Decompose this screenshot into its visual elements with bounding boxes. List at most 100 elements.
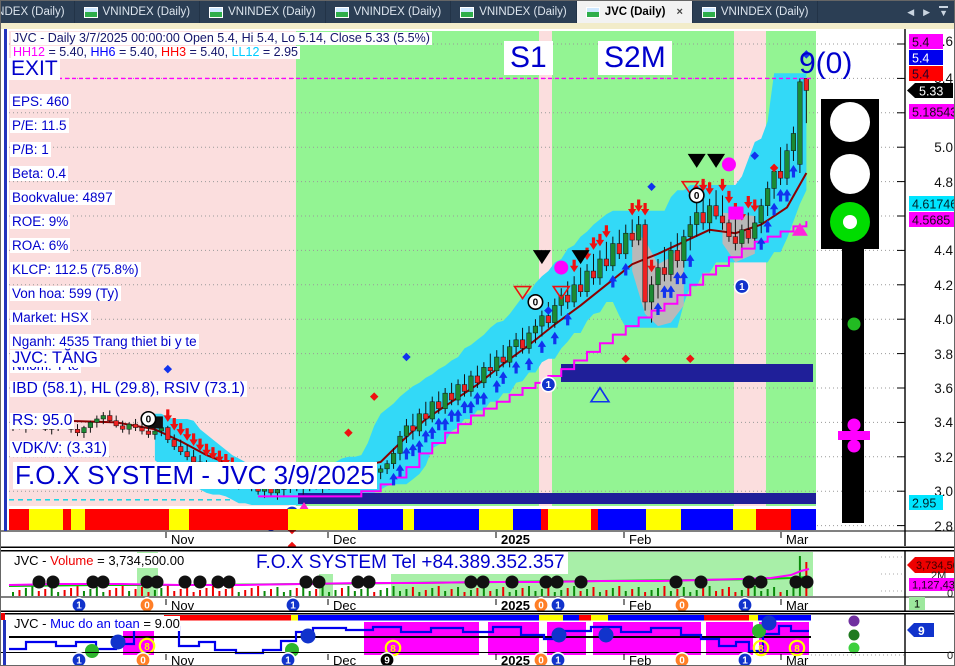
volume-pane[interactable]: NovDec2025FebMar10101013,734,5002M1,127,… (1, 550, 955, 612)
svg-text:1: 1 (290, 601, 296, 612)
svg-text:8: 8 (758, 644, 764, 655)
svg-text:2025: 2025 (501, 598, 530, 612)
svg-text:5.18543: 5.18543 (912, 106, 955, 120)
svg-text:0: 0 (679, 656, 685, 666)
tab-label: JVC (Daily) (604, 6, 666, 18)
tabbar-divider (1, 23, 954, 29)
signal-s2m-label: S2M (598, 41, 672, 75)
tab-vnindex-daily-0[interactable]: VNINDEX (Daily) (1, 1, 75, 23)
volume-event-dot (299, 575, 313, 589)
svg-text:1: 1 (739, 282, 745, 293)
volume-event-dot (550, 575, 564, 589)
fundamental-line: Nganh: 4535 Trang thiet bi y te (10, 334, 199, 349)
chart-thumbnail-icon (585, 6, 600, 18)
indicator-values-line: HH12 = 5.40, HH6 = 5.40, HH3 = 5.40, LL1… (11, 45, 300, 60)
svg-text:4.2: 4.2 (934, 278, 953, 293)
tab-label: VNINDEX (Daily) (102, 6, 191, 18)
tab-scroll-left-icon[interactable]: ◀ (907, 6, 915, 17)
tab-vnindex-daily-6[interactable]: VNINDEX (Daily) (693, 1, 819, 23)
chart-thumbnail-icon (334, 6, 349, 18)
svg-text:Dec: Dec (333, 532, 357, 547)
indicator-value: = 2.95 (259, 45, 298, 59)
svg-text:0: 0 (947, 650, 953, 662)
svg-text:1: 1 (742, 656, 748, 666)
rs-label: RS: 95.0 (10, 412, 75, 430)
volume-event-dot (32, 575, 46, 589)
volume-event-dot (476, 575, 490, 589)
fundamentals-block: EPS: 460 P/E: 11.5 P/B: 1 Beta: 0.4 Bookvalu… (10, 93, 199, 381)
svg-text:8: 8 (390, 644, 396, 655)
trend-label: JVC: TĂNG (10, 349, 100, 368)
fundamental-line: P/B: 1 (10, 142, 51, 157)
volume-event-dot (505, 575, 519, 589)
fox-phone-watermark: F.O.X SYSTEM Tel +84.389.352.357 (253, 552, 568, 574)
svg-text:3.6: 3.6 (934, 381, 953, 396)
svg-text:4.61746: 4.61746 (912, 198, 955, 212)
svg-text:Nov: Nov (171, 532, 195, 547)
svg-text:0: 0 (144, 601, 150, 612)
vdk-label: VDK/V: (3.31) (10, 440, 110, 458)
tab-label: VNINDEX (Daily) (353, 6, 442, 18)
svg-text:Feb: Feb (629, 598, 651, 612)
tab-menu-icon[interactable]: ▼ (939, 6, 948, 18)
tab-vnindex-daily-4[interactable]: VNINDEX (Daily) (451, 1, 577, 23)
chart-title: JVC - Daily 3/7/2025 00:00:00 Open 5.4, … (11, 31, 432, 46)
tab-jvc-daily-[interactable]: JVC (Daily) × (576, 1, 693, 23)
close-icon[interactable]: × (676, 6, 683, 18)
svg-text:0: 0 (146, 415, 152, 426)
traffic-light-gauge (821, 99, 879, 523)
svg-text:1: 1 (546, 380, 552, 391)
svg-text:1: 1 (555, 601, 561, 612)
tab-vnindex-daily-3[interactable]: VNINDEX (Daily) (326, 1, 452, 23)
svg-text:1: 1 (285, 656, 291, 666)
fundamental-line: P/E: 11.5 (10, 118, 69, 133)
svg-text:0: 0 (538, 656, 544, 666)
volume-title-value: = 3,734,500.00 (93, 553, 185, 568)
svg-text:4.5685: 4.5685 (912, 214, 950, 228)
tab-scroll-right-icon[interactable]: ▶ (923, 6, 931, 17)
svg-text:0: 0 (538, 601, 544, 612)
chart-thumbnail-icon (701, 6, 716, 18)
svg-text:2.8: 2.8 (934, 519, 953, 534)
tab-vnindex-daily-2[interactable]: VNINDEX (Daily) (200, 1, 326, 23)
fundamental-line: Bookvalue: 4897 (10, 190, 115, 205)
svg-text:9: 9 (384, 656, 390, 666)
safety-pane[interactable]: 8 8 8 8 Nov Dec 2025 Feb Mar 1 0 1 9 0 1 0 1 9 0 (1, 613, 955, 666)
svg-text:Mar: Mar (786, 653, 809, 666)
volume-event-dot (312, 575, 326, 589)
svg-text:Feb: Feb (629, 532, 651, 547)
indicator-value: = 5.40, (186, 45, 232, 59)
tab-label: VNINDEX (Daily) (720, 6, 809, 18)
fundamental-line: Von hoa: 599 (Ty) (10, 286, 121, 301)
volume-event-dot (464, 575, 478, 589)
main-price-chart[interactable]: 00011⊕!NovDec2025FebMar5.65.45.04.84.44.… (1, 29, 955, 548)
svg-text:2.95: 2.95 (912, 497, 936, 511)
svg-text:3.2: 3.2 (934, 450, 953, 465)
volume-event-dot (96, 575, 110, 589)
volume-event-dot (574, 575, 588, 589)
svg-text:4.8: 4.8 (934, 175, 953, 190)
svg-text:1: 1 (76, 656, 82, 666)
svg-text:1: 1 (76, 601, 82, 612)
indicator-name: HH6 (90, 45, 116, 59)
volume-event-dot (211, 575, 225, 589)
safety-step-line (9, 624, 809, 655)
svg-text:0: 0 (140, 656, 146, 666)
safety-title-value: = 9.00 (139, 616, 180, 631)
fundamental-line: Beta: 0.4 (10, 166, 69, 181)
signal-s1-label: S1 (504, 41, 553, 75)
tab-vnindex-daily-1[interactable]: VNINDEX (Daily) (75, 1, 201, 23)
svg-text:1: 1 (742, 601, 748, 612)
svg-text:Nov: Nov (171, 598, 195, 612)
chart-tab-bar: VNINDEX (Daily) VNINDEX (Daily) VNINDEX (D… (1, 1, 954, 23)
svg-text:Dec: Dec (333, 653, 357, 666)
tab-label: VNINDEX (Daily) (479, 6, 567, 18)
volume-event-dot (754, 575, 768, 589)
strength-stats: IBD (58.1), HL (29.8), RSIV (73.1) (10, 380, 247, 398)
svg-text:1: 1 (914, 599, 920, 611)
svg-text:9: 9 (918, 624, 925, 638)
svg-text:Mar: Mar (786, 532, 809, 547)
volume-event-dot (150, 575, 164, 589)
svg-text:0: 0 (679, 601, 685, 612)
svg-text:1: 1 (555, 656, 561, 666)
